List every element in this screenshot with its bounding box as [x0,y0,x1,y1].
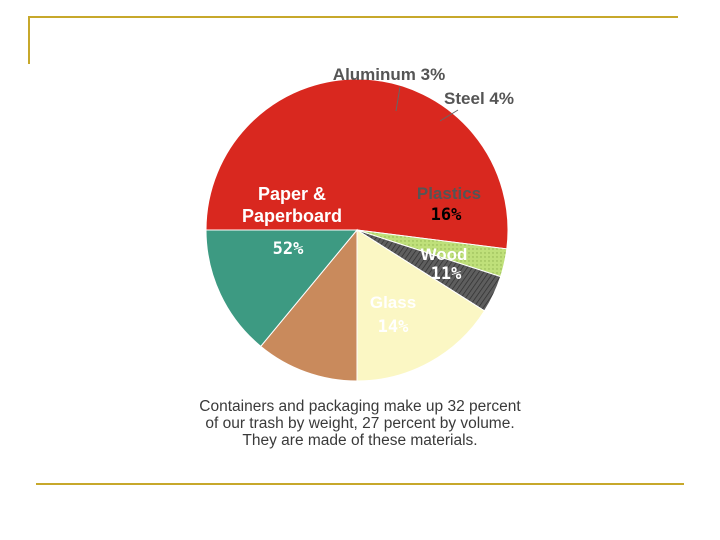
slide-frame-left-rule [28,16,30,64]
slice-label-paperboard: Paperboard [242,206,342,226]
leader-line-steel [439,109,459,122]
slice-label-steel-4: Steel 4% [444,89,514,108]
pie-slice-glass [205,229,359,348]
slice-label-plastics: Plastics [417,184,481,203]
slice-percent-plastics: 16% [431,205,462,225]
slice-label-wood: Wood [421,245,468,264]
slide-frame-top-rule [28,16,678,18]
slice-percent-glass: 14% [378,317,409,337]
slice-percent-wood: 11% [431,264,462,284]
pie-slice-paper-paperboard [205,78,509,250]
pie-labels: Paper &Paperboard 52% Aluminum 3% Steel 4% P… [242,65,514,337]
pie-slices [205,78,509,382]
leader-line-aluminum [395,86,401,112]
pie-slice-plastics [356,229,486,382]
caption-line-2: of our trash by weight, 27 percent by vo… [205,415,515,432]
chart-caption: Containers and packaging make up 32 perc… [150,398,570,449]
slice-label-aluminum-3: Aluminum 3% [333,65,445,84]
caption-line-1: Containers and packaging make up 32 perc… [199,398,521,415]
slide-frame-bottom-rule [36,483,684,485]
slice-label-paper: Paper & [258,184,326,204]
pie-slice-wood [260,228,358,382]
pie-leader-lines [395,86,459,122]
slice-percent-paper: 52% [273,239,304,259]
slice-label-glass: Glass [370,293,416,312]
caption-line-3: They are made of these materials. [242,432,478,449]
